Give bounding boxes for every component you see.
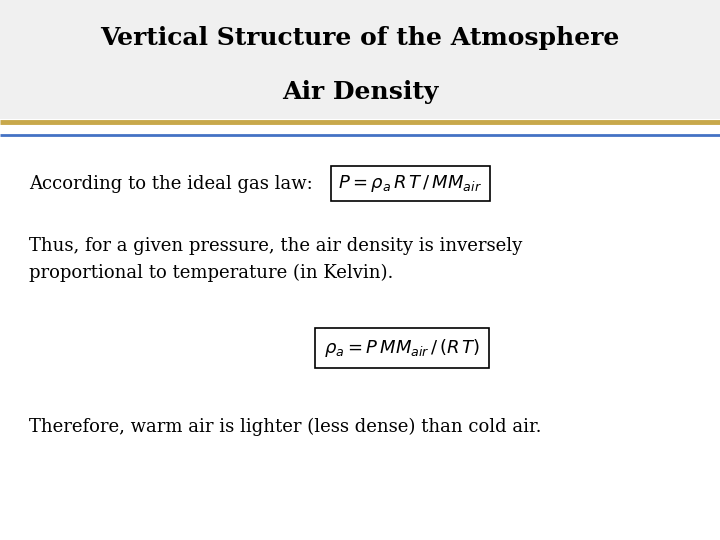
Text: Therefore, warm air is lighter (less dense) than cold air.: Therefore, warm air is lighter (less den… bbox=[29, 417, 541, 436]
Text: $\rho_a = P\, \mathit{MM}_{air}\, /\, (R\, T)$: $\rho_a = P\, \mathit{MM}_{air}\, /\, (R… bbox=[324, 338, 480, 359]
Text: $P = \rho_a\, R\, T\, /\, \mathit{MM}_{air}$: $P = \rho_a\, R\, T\, /\, \mathit{MM}_{a… bbox=[338, 173, 482, 194]
Text: According to the ideal gas law:: According to the ideal gas law: bbox=[29, 174, 312, 193]
Text: Air Density: Air Density bbox=[282, 80, 438, 104]
Text: Thus, for a given pressure, the air density is inversely
proportional to tempera: Thus, for a given pressure, the air dens… bbox=[29, 237, 522, 281]
Text: Vertical Structure of the Atmosphere: Vertical Structure of the Atmosphere bbox=[100, 26, 620, 50]
FancyBboxPatch shape bbox=[0, 0, 720, 119]
